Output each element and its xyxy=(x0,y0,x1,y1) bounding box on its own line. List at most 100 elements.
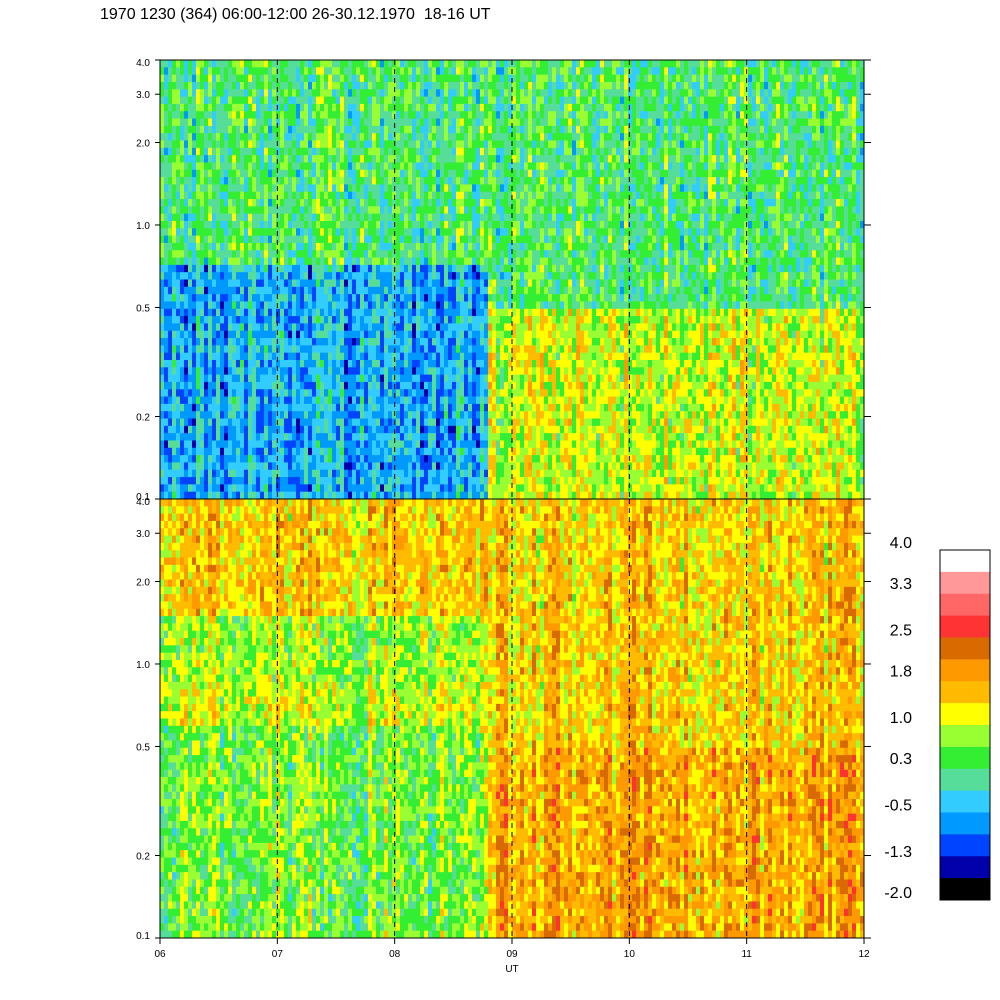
top-heatmap-cell xyxy=(396,301,401,310)
top-heatmap-cell xyxy=(296,169,301,178)
top-heatmap-cell xyxy=(192,279,197,288)
top-heatmap-cell xyxy=(164,359,169,368)
top-heatmap-cell xyxy=(288,484,293,493)
top-heatmap-cell xyxy=(252,67,257,76)
top-heatmap-cell xyxy=(404,418,409,427)
top-heatmap-cell xyxy=(456,228,461,237)
top-heatmap-cell xyxy=(452,147,457,156)
top-heatmap-cell xyxy=(348,294,353,303)
top-heatmap-cell xyxy=(244,330,249,339)
top-heatmap-cell xyxy=(412,111,417,120)
top-heatmap-cell xyxy=(260,323,265,332)
top-heatmap-cell xyxy=(348,89,353,98)
top-heatmap-cell xyxy=(300,206,305,215)
top-heatmap-cell xyxy=(344,103,349,112)
top-heatmap-cell xyxy=(340,323,345,332)
top-heatmap-cell xyxy=(368,411,373,420)
top-heatmap-cell xyxy=(176,140,181,149)
top-heatmap-cell xyxy=(256,140,261,149)
top-heatmap-cell xyxy=(196,125,201,134)
top-heatmap-cell xyxy=(184,381,189,390)
top-heatmap-cell xyxy=(248,162,253,171)
top-heatmap-cell xyxy=(364,272,369,281)
top-heatmap-cell xyxy=(404,118,409,127)
top-heatmap-cell xyxy=(184,469,189,478)
top-heatmap-cell xyxy=(396,440,401,449)
top-heatmap-cell xyxy=(172,389,177,398)
top-heatmap-cell xyxy=(184,184,189,193)
top-heatmap-cell xyxy=(380,155,385,164)
top-heatmap-cell xyxy=(224,396,229,405)
top-heatmap-cell xyxy=(204,147,209,156)
top-heatmap-cell xyxy=(192,81,197,90)
top-heatmap-cell xyxy=(312,250,317,259)
top-heatmap-cell xyxy=(348,199,353,207)
top-heatmap-cell xyxy=(284,484,289,493)
top-heatmap-cell xyxy=(260,286,265,295)
top-heatmap-cell xyxy=(264,411,269,420)
top-heatmap-cell xyxy=(184,213,189,222)
top-heatmap-cell xyxy=(384,67,389,76)
top-heatmap-cell xyxy=(296,338,301,346)
top-heatmap-cell xyxy=(160,301,165,310)
top-heatmap-cell xyxy=(160,491,165,499)
top-heatmap-cell xyxy=(252,491,257,499)
top-heatmap-cell xyxy=(316,177,321,185)
top-heatmap-cell xyxy=(228,491,233,499)
top-heatmap-cell xyxy=(172,308,177,317)
top-heatmap-cell xyxy=(468,213,473,222)
top-heatmap-cell xyxy=(364,96,369,105)
top-heatmap-cell xyxy=(444,111,449,120)
top-heatmap-cell xyxy=(328,294,333,303)
top-heatmap-cell xyxy=(444,177,449,185)
top-heatmap-cell xyxy=(280,491,285,499)
top-heatmap-cell xyxy=(252,286,257,295)
top-heatmap-cell xyxy=(224,177,229,185)
top-heatmap-cell xyxy=(344,316,349,324)
top-heatmap-cell xyxy=(352,411,357,420)
top-heatmap-cell xyxy=(304,447,309,456)
top-heatmap-cell xyxy=(308,133,313,142)
top-heatmap-cell xyxy=(180,396,185,405)
top-heatmap-cell xyxy=(268,279,273,288)
top-heatmap-cell xyxy=(216,425,221,434)
top-heatmap-cell xyxy=(196,111,201,120)
top-heatmap-cell xyxy=(296,199,301,207)
top-heatmap-cell xyxy=(212,316,217,324)
top-heatmap-cell xyxy=(196,352,201,361)
top-heatmap-cell xyxy=(168,111,173,120)
top-heatmap-cell xyxy=(292,133,297,142)
top-heatmap-cell xyxy=(460,286,465,295)
top-heatmap-cell xyxy=(264,177,269,185)
top-heatmap-cell xyxy=(296,381,301,390)
top-heatmap-cell xyxy=(284,359,289,368)
top-heatmap-cell xyxy=(364,389,369,398)
top-heatmap-cell xyxy=(244,250,249,259)
top-heatmap-cell xyxy=(252,477,257,485)
top-heatmap-cell xyxy=(284,242,289,251)
top-heatmap-cell xyxy=(428,89,433,98)
top-heatmap-cell xyxy=(440,125,445,134)
top-heatmap-cell xyxy=(300,140,305,149)
top-heatmap-cell xyxy=(448,191,453,200)
top-heatmap-cell xyxy=(416,425,421,434)
top-heatmap-cell xyxy=(316,74,321,83)
top-heatmap-cell xyxy=(324,111,329,120)
top-heatmap-cell xyxy=(364,118,369,127)
top-heatmap-cell xyxy=(420,272,425,281)
top-heatmap-cell xyxy=(160,374,165,383)
top-heatmap-cell xyxy=(340,67,345,76)
top-heatmap-cell xyxy=(348,469,353,478)
top-heatmap-cell xyxy=(204,359,209,368)
top-heatmap-cell xyxy=(276,177,281,185)
top-heatmap-cell xyxy=(424,352,429,361)
top-heatmap-cell xyxy=(160,184,165,193)
top-heatmap-cell xyxy=(348,140,353,149)
top-heatmap-cell xyxy=(380,250,385,259)
top-heatmap-cell xyxy=(452,338,457,346)
top-heatmap-cell xyxy=(232,74,237,83)
top-heatmap-cell xyxy=(428,118,433,127)
top-heatmap-cell xyxy=(272,140,277,149)
top-heatmap-cell xyxy=(244,374,249,383)
top-heatmap-cell xyxy=(324,323,329,332)
